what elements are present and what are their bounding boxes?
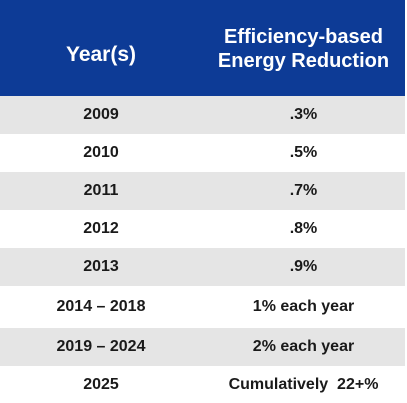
reduction-cell: .9% — [289, 258, 318, 275]
table-row: 2011 .7% — [0, 172, 405, 210]
year-cell: 2025 — [83, 375, 119, 393]
header-reduction-line1: Efficiency-based — [224, 26, 383, 48]
reduction-cell: .3% — [289, 106, 318, 123]
table-row: 2010 .5% — [0, 134, 405, 172]
reduction-cell: Cumulatively 22+% — [228, 375, 379, 393]
header-reduction: Efficiency-based Energy Reduction — [202, 0, 405, 96]
year-cell: 2010 — [83, 144, 119, 161]
year-cell: 2013 — [83, 258, 119, 275]
table-row: 2014 – 2018 1% each year — [0, 288, 405, 326]
reduction-cell: .7% — [289, 182, 318, 199]
header-reduction-line2: Energy Reduction — [217, 50, 390, 72]
table-row: 2019 – 2024 2% each year — [0, 328, 405, 366]
year-cell: 2014 – 2018 — [56, 298, 146, 315]
table-row: 2009 .3% — [0, 96, 405, 134]
reduction-cell: .5% — [289, 144, 318, 161]
reduction-cell: .8% — [289, 220, 318, 237]
reduction-cell: 1% each year — [252, 298, 355, 315]
table-row: 2012 .8% — [0, 210, 405, 248]
year-cell: 2009 — [83, 106, 119, 123]
table-row: 2013 .9% — [0, 248, 405, 286]
header-year-label: Year(s) — [65, 43, 137, 66]
header-year: Year(s) — [0, 0, 202, 96]
reduction-cell: 2% each year — [252, 338, 355, 355]
year-cell: 2019 – 2024 — [56, 338, 146, 355]
year-cell: 2012 — [83, 220, 119, 237]
table-header: Year(s) Efficiency-based Energy Reductio… — [0, 0, 405, 96]
table-row: 2025 Cumulatively 22+% — [0, 366, 405, 403]
year-cell: 2011 — [83, 182, 119, 199]
